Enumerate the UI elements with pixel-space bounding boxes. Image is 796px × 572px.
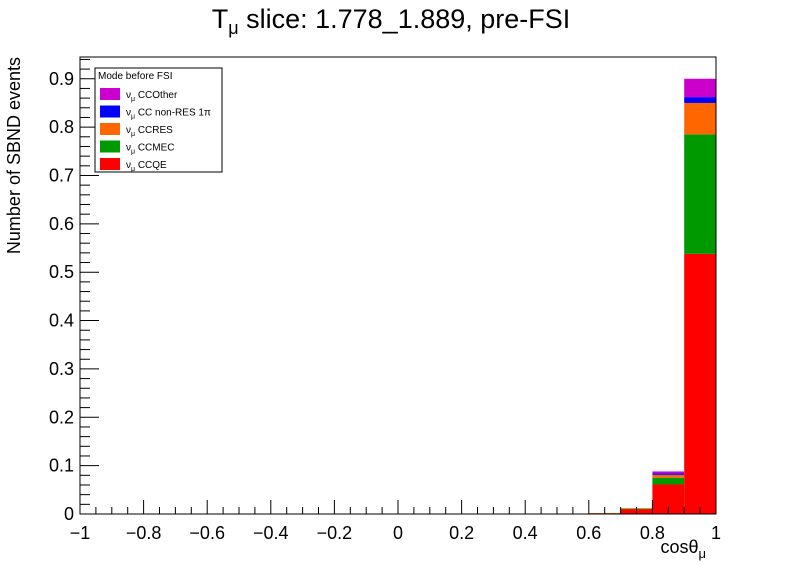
bar-ccother-bin-18 — [652, 471, 685, 474]
x-tick-label: 1 — [711, 523, 721, 543]
x-tick-label: −0.4 — [253, 523, 289, 543]
y-tick-label: 0 — [64, 504, 74, 524]
bar-ccother-bin-19 — [684, 78, 716, 98]
x-tick-label: 0 — [393, 523, 403, 543]
y-tick-label: 0.8 — [49, 117, 74, 137]
y-axis-label: Number of SBND events — [4, 57, 24, 254]
chart-title: Tμ slice: 1.778_1.889, pre-FSI — [212, 4, 571, 38]
histogram-bars — [588, 78, 716, 515]
legend-entry-ccres: νμ CCRES — [126, 125, 173, 138]
bar-ccres-bin-18 — [652, 474, 685, 478]
legend: Mode before FSI νμ CCOther νμ CC non-RES 1… — [94, 67, 223, 173]
y-tick-label: 0.7 — [49, 165, 74, 185]
chart-title-sub: μ — [228, 18, 238, 38]
y-tick-label: 0.4 — [49, 311, 74, 331]
chart-title-main: T — [212, 4, 229, 34]
x-tick-label: −1 — [70, 523, 91, 543]
legend-entry-ccother: νμ CCOther — [126, 90, 178, 103]
legend-entry-ccqe: νμ CCQE — [126, 160, 167, 173]
x-tick-label: 0.8 — [640, 523, 665, 543]
legend-entry-cc-non-res-1-: νμ CC non-RES 1π — [126, 108, 211, 121]
legend-swatch-ccmec — [100, 140, 120, 153]
y-tick-label: 0.5 — [49, 262, 74, 282]
chart-title-rest: slice: 1.778_1.889, pre-FSI — [239, 4, 571, 34]
x-tick-label: 0.2 — [449, 523, 474, 543]
x-tick-label: 0.4 — [513, 523, 538, 543]
legend-swatch-cc-non-res-1- — [100, 105, 120, 118]
bar-ccqe-bin-19 — [684, 253, 716, 514]
x-tick-label: 0.6 — [576, 523, 601, 543]
legend-swatch-ccqe — [100, 158, 120, 170]
bar-ccmec-bin-18 — [652, 477, 685, 485]
bar-ccmec-bin-19 — [684, 134, 716, 254]
x-axis-label: cosθμ — [660, 537, 706, 561]
y-tick-label: 0.6 — [49, 214, 74, 234]
x-axis-label-sub: μ — [699, 546, 707, 561]
y-tick-label: 0.3 — [49, 359, 74, 379]
x-tick-label: −0.8 — [126, 523, 162, 543]
y-tick-label: 0.1 — [49, 456, 74, 476]
bar-cc-non-res-1--bin-18 — [652, 473, 685, 475]
x-axis: −1 −0.8 −0.6 −0.4 −0.2 0 0.2 0.4 0.6 0.8 1 — [70, 500, 721, 543]
legend-title: Mode before FSI — [98, 71, 172, 82]
x-tick-label: −0.2 — [317, 523, 353, 543]
legend-swatch-ccother — [100, 88, 120, 100]
y-tick-label: 0.9 — [49, 69, 74, 89]
x-tick-label: −0.6 — [189, 523, 225, 543]
y-axis: 0 0.1 0.2 0.3 0.4 0.5 0.6 0.7 0.8 0.9 — [49, 58, 99, 524]
legend-box — [94, 67, 223, 173]
legend-entry-ccmec: νμ CCMEC — [126, 143, 175, 156]
bar-ccres-bin-19 — [684, 102, 716, 135]
bar-cc-non-res-1--bin-19 — [684, 97, 716, 103]
legend-swatch-ccres — [100, 123, 120, 135]
x-axis-label-main: cosθ — [660, 537, 698, 557]
y-tick-label: 0.2 — [49, 407, 74, 427]
